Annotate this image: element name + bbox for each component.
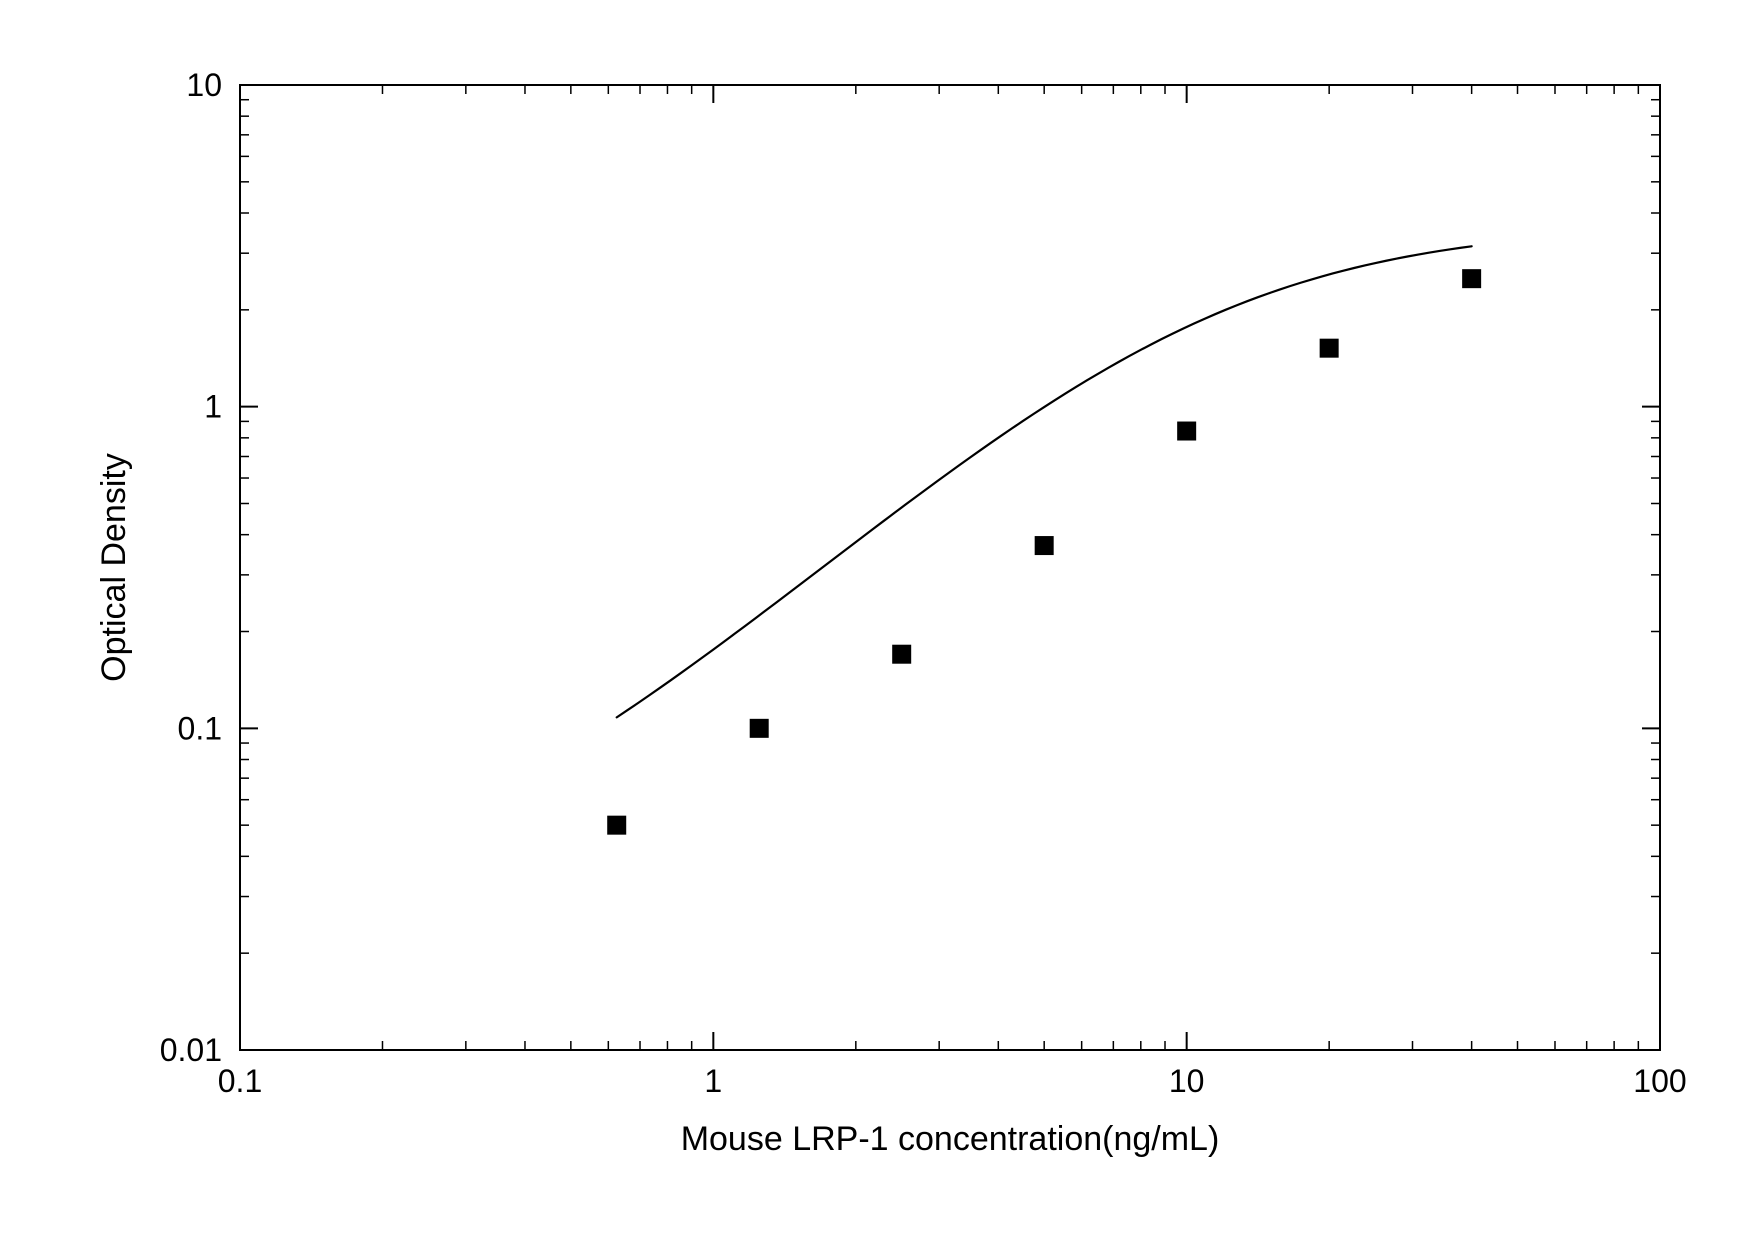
data-point [893, 645, 911, 663]
chart-container: 0.11101000.010.1110Mouse LRP-1 concentra… [0, 0, 1755, 1240]
chart-bg [0, 0, 1755, 1240]
x-tick-label: 0.1 [218, 1063, 262, 1099]
y-tick-label: 1 [204, 389, 222, 425]
data-point [1178, 422, 1196, 440]
data-point [1463, 270, 1481, 288]
data-point [1320, 339, 1338, 357]
y-tick-label: 0.1 [178, 710, 222, 746]
x-tick-label: 1 [704, 1063, 722, 1099]
data-point [750, 719, 768, 737]
x-axis-label: Mouse LRP-1 concentration(ng/mL) [681, 1120, 1220, 1158]
data-point [608, 816, 626, 834]
y-tick-label: 10 [186, 67, 222, 103]
chart-svg: 0.11101000.010.1110Mouse LRP-1 concentra… [0, 0, 1755, 1240]
x-tick-label: 100 [1633, 1063, 1686, 1099]
y-axis-label: Optical Density [95, 453, 133, 682]
x-tick-label: 10 [1169, 1063, 1205, 1099]
data-point [1035, 537, 1053, 555]
y-tick-label: 0.01 [160, 1032, 222, 1068]
